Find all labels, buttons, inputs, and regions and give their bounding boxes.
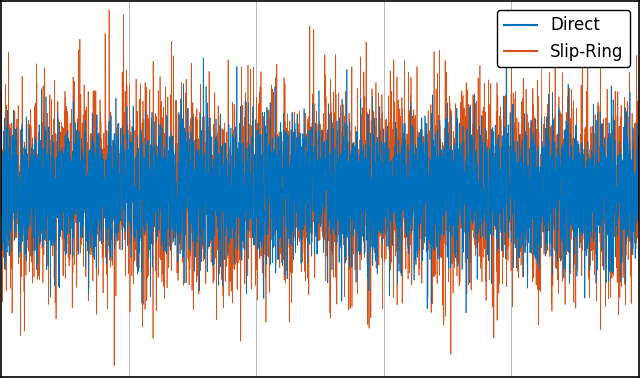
- Slip-Ring: [105, 8, 113, 12]
- Slip-Ring: [241, 129, 249, 134]
- Direct: [241, 185, 249, 190]
- Direct: [113, 239, 121, 243]
- Slip-Ring: [0, 194, 5, 198]
- Direct: [462, 310, 470, 315]
- Direct: [0, 127, 5, 132]
- Direct: [412, 192, 420, 197]
- Slip-Ring: [110, 363, 118, 368]
- Line: Slip-Ring: Slip-Ring: [1, 10, 639, 366]
- Direct: [635, 215, 640, 220]
- Line: Direct: Direct: [1, 58, 639, 313]
- Slip-Ring: [635, 205, 640, 210]
- Direct: [200, 56, 207, 60]
- Direct: [473, 178, 481, 183]
- Slip-Ring: [113, 185, 121, 190]
- Slip-Ring: [473, 136, 481, 141]
- Legend: Direct, Slip-Ring: Direct, Slip-Ring: [497, 10, 630, 67]
- Direct: [380, 181, 387, 186]
- Slip-Ring: [380, 190, 388, 195]
- Slip-Ring: [522, 186, 529, 191]
- Direct: [522, 207, 529, 211]
- Slip-Ring: [412, 218, 420, 223]
